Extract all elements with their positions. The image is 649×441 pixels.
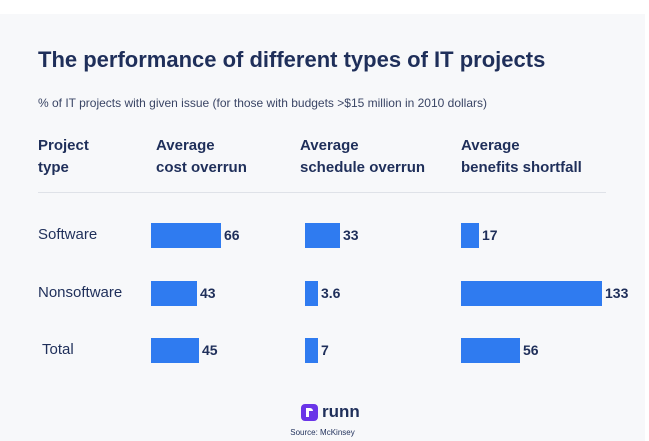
- header-project-type-line2: type: [38, 159, 69, 176]
- header-cost-overrun-line2: cost overrun: [156, 159, 247, 176]
- header-project-type-line1: Project: [38, 137, 89, 154]
- bar-average-benefits-shortfall-nonsoftware: [461, 281, 602, 306]
- header-schedule-overrun-line1: Average: [300, 137, 359, 154]
- value-label-average-cost-overrun-software: 66: [224, 227, 240, 243]
- value-label-average-benefits-shortfall-total: 56: [523, 342, 539, 358]
- bar-average-schedule-overrun-nonsoftware: [305, 281, 318, 306]
- header-benefits-shortfall: Average benefits shortfall: [461, 135, 582, 179]
- bar-average-cost-overrun-total: [151, 338, 199, 363]
- logo-text: runn: [322, 402, 360, 421]
- header-schedule-overrun-line2: schedule overrun: [300, 159, 426, 176]
- header-cost-overrun-line1: Average: [156, 137, 215, 154]
- row-label-total: Total: [42, 341, 74, 358]
- header-benefits-shortfall-line2: benefits shortfall: [461, 159, 582, 176]
- bar-average-schedule-overrun-software: [305, 223, 340, 248]
- chart-card: The performance of different types of IT…: [0, 14, 645, 441]
- runn-logo-icon: [301, 403, 318, 421]
- value-label-average-benefits-shortfall-software: 17: [482, 227, 498, 243]
- value-label-average-schedule-overrun-total: 7: [321, 342, 329, 358]
- header-benefits-shortfall-line1: Average: [461, 137, 520, 154]
- row-label-nonsoftware: Nonsoftware: [38, 284, 123, 301]
- value-label-average-schedule-overrun-nonsoftware: 3.6: [321, 285, 341, 301]
- chart-title: The performance of different types of IT…: [38, 47, 546, 72]
- value-label-average-cost-overrun-nonsoftware: 43: [200, 285, 216, 301]
- header-divider: [38, 192, 606, 193]
- value-label-average-benefits-shortfall-nonsoftware: 133: [605, 285, 629, 301]
- runn-logo: runn: [301, 402, 360, 422]
- bar-average-schedule-overrun-total: [305, 338, 318, 363]
- row-label-software: Software: [38, 226, 98, 243]
- header-cost-overrun: Average cost overrun: [156, 135, 247, 179]
- bar-average-benefits-shortfall-total: [461, 338, 520, 363]
- bar-average-cost-overrun-software: [151, 223, 221, 248]
- value-label-average-schedule-overrun-software: 33: [343, 227, 359, 243]
- bar-average-cost-overrun-nonsoftware: [151, 281, 197, 306]
- value-label-average-cost-overrun-total: 45: [202, 342, 218, 358]
- bar-average-benefits-shortfall-software: [461, 223, 479, 248]
- chart-subtitle: % of IT projects with given issue (for t…: [38, 96, 488, 110]
- source-note: Source: McKinsey: [290, 428, 355, 437]
- header-schedule-overrun: Average schedule overrun: [300, 135, 425, 179]
- header-project-type: Project type: [38, 135, 89, 179]
